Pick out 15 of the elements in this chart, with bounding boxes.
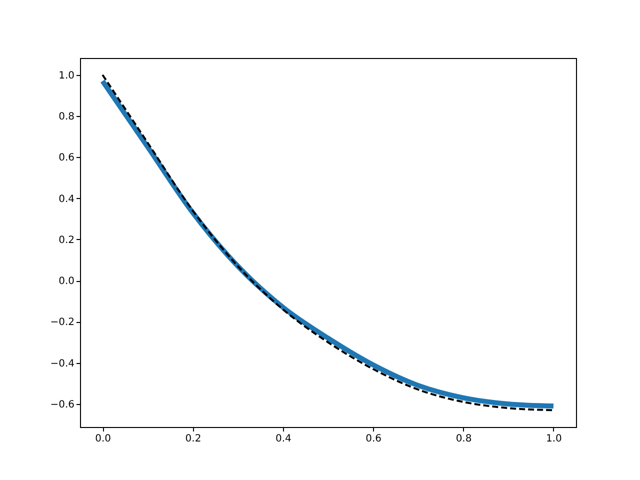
x-tick-label: 0.6 [366, 434, 382, 444]
x-tick-label: 1.0 [546, 434, 562, 444]
y-tick-label: 1.0 [58, 70, 74, 82]
y-tick-label: 0.4 [58, 194, 74, 205]
y-tick-label: −0.4 [50, 358, 74, 370]
y-tick-label: −0.6 [50, 399, 74, 410]
x-tick-label: 0.0 [95, 434, 111, 444]
y-tick-label: 0.8 [58, 112, 74, 123]
y-tick-label: 0.6 [58, 152, 74, 164]
y-tick-label: −0.2 [50, 317, 74, 328]
x-tick-label: 0.4 [275, 434, 292, 444]
y-tick-label: 0.2 [58, 234, 74, 246]
x-tick-label: 0.8 [456, 434, 472, 444]
y-tick-label: 0.0 [58, 276, 74, 288]
x-tick-label: 0.2 [185, 434, 202, 444]
